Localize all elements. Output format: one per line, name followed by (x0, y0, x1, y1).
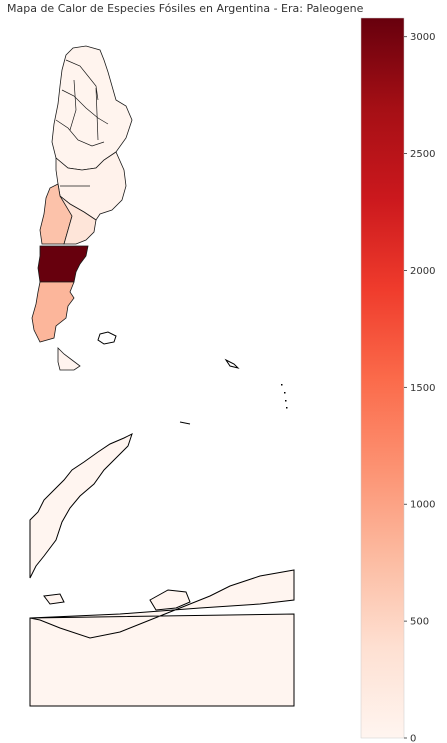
region-tierra-del-fuego (57, 347, 81, 371)
province-borders (55, 59, 109, 187)
colorbar-tick-label: 3000 (410, 32, 435, 43)
south-orkney (179, 421, 191, 425)
region-antarctic-sector (29, 433, 295, 707)
colorbar-tick-label: 1000 (410, 500, 435, 511)
region-north (51, 45, 133, 171)
region-rio-negro (59, 195, 97, 245)
colorbar-ticks: 0 500 1000 1500 2000 2500 3000 (404, 32, 435, 743)
region-chubut (37, 245, 89, 283)
map-title: Mapa de Calor de Especies Fósiles en Arg… (7, 2, 364, 15)
colorbar-tick-label: 1500 (410, 383, 435, 394)
south-georgia (224, 358, 240, 369)
colorbar-tick-label: 500 (410, 617, 429, 628)
colorbar-tick-label: 2000 (410, 266, 435, 277)
antarctic-islet (149, 589, 191, 611)
region-santa-cruz (31, 281, 75, 343)
south-sandwich-islands (281, 384, 288, 409)
colorbar-tick-label: 2500 (410, 149, 435, 160)
antarctic-islet-2 (43, 593, 65, 605)
colorbar-tick-label: 0 (410, 734, 416, 743)
malvinas-islands (97, 331, 117, 345)
colorbar (360, 17, 405, 739)
